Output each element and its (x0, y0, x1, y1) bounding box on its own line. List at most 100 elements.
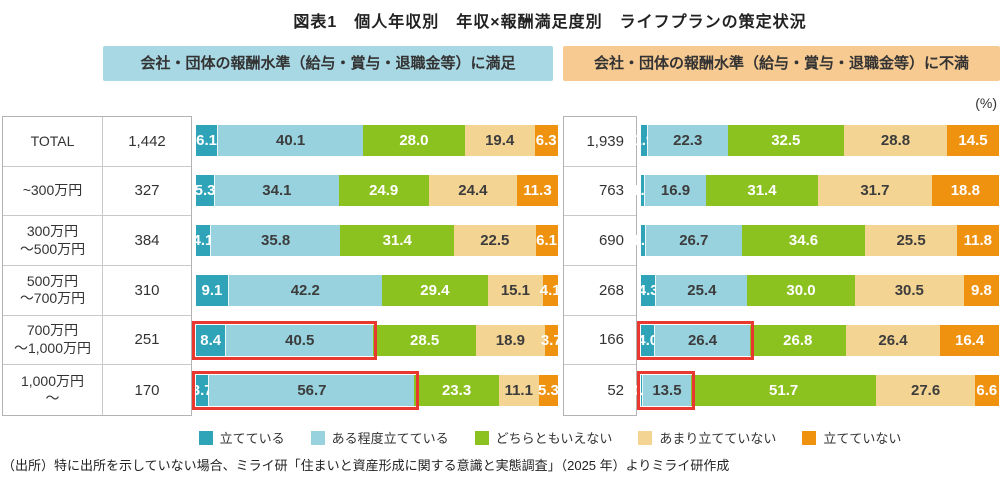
segment-value: 22.5 (480, 232, 510, 249)
legend-swatch (198, 430, 213, 445)
chart-satisfied: 6.1 40.1 28.0 19.4 6.3 5.3 34.1 24.9 24.4 11.3 4.1… (192, 116, 562, 416)
segment-value: 8.4 (200, 332, 222, 349)
bar-segment: 40.1 (218, 125, 364, 156)
segment-value: 18.9 (495, 332, 525, 349)
bar-row: 8.4 40.5 28.5 18.9 3.7 (192, 316, 562, 366)
bar-segment: 42.2 (228, 275, 382, 306)
table-row: 500万円 ～700万円 310 (3, 266, 191, 316)
bar-segment: 22.3 (647, 125, 728, 156)
segment-value: 4.1 (192, 232, 214, 249)
bar-segment: 26.4 (655, 325, 750, 356)
bar-row: 3.7 56.7 23.3 11.1 5.3 (192, 366, 559, 416)
income-category-label: 1,000万円～ (3, 365, 103, 415)
legend: 立てている ある程度立てている どちらともいえない あまり立てていない 立てていない (100, 428, 1000, 447)
segment-value: 35.8 (261, 232, 291, 249)
segment-value: 31.7 (860, 182, 890, 199)
bar-segment: 16.9 (645, 175, 706, 206)
bar-segment: 56.7 (209, 375, 415, 406)
bar-segment: 3.7 (192, 375, 213, 406)
sample-count-dissatisfied: 52 (607, 381, 624, 399)
bar-segment: 6.1 (196, 125, 219, 156)
stacked-bar: 6.1 40.1 28.0 19.4 6.3 (196, 125, 558, 156)
bar-segment: 14.5 (947, 125, 999, 156)
bar-segment: 34.6 (741, 225, 866, 256)
legend-swatch (310, 430, 325, 445)
bar-segment: 4.0 (637, 325, 658, 356)
segment-value: 4.1 (539, 282, 561, 299)
segment-value: 9.8 (971, 282, 992, 299)
legend-swatch (802, 430, 817, 445)
sample-count-dissatisfied: 1,939 (564, 117, 636, 167)
stacked-bar: 8.4 40.5 28.5 18.9 3.7 (192, 321, 562, 360)
bar-segment: 5.3 (195, 175, 216, 206)
segment-value: 23.3 (441, 382, 472, 399)
bar-segment: 24.4 (428, 175, 518, 206)
bar-segment: 11.8 (956, 225, 999, 256)
bar-segment: 11.3 (517, 175, 558, 206)
bar-segment: 4.1 (539, 275, 561, 306)
segment-value: 6.1 (196, 132, 217, 149)
header-satisfied: 会社・団体の報酬水準（給与・賞与・退職金等）に満足 (103, 46, 553, 81)
segment-value: 25.5 (896, 232, 926, 249)
bar-segment: 26.8 (749, 325, 846, 356)
income-category-label: TOTAL (3, 117, 103, 166)
sample-count-satisfied: 1,442 (128, 132, 166, 150)
segment-value: 40.5 (285, 332, 315, 349)
segment-value: 26.4 (687, 332, 718, 349)
legend-item: 立てている (198, 428, 285, 447)
sample-count-dissatisfied: 166 (564, 316, 636, 366)
sample-count-satisfied: 384 (134, 232, 160, 250)
bar-segment: 28.8 (843, 125, 948, 156)
segment-value: 32.5 (771, 132, 801, 149)
bar-segment: 27.6 (876, 375, 975, 406)
bar-segment: 18.8 (931, 175, 999, 206)
segment-value: 6.6 (976, 382, 998, 399)
segment-value: 14.5 (958, 132, 988, 149)
segment-value: 28.5 (409, 332, 440, 349)
segment-value: 30.0 (786, 282, 816, 299)
segment-value: 4.3 (637, 282, 659, 299)
segment-value: 9.1 (201, 282, 223, 299)
segment-value: 34.6 (788, 232, 819, 249)
segment-value: 26.4 (878, 332, 908, 349)
segment-value: 30.5 (894, 282, 924, 299)
table-row: TOTAL 1,442 (3, 117, 191, 167)
segment-value: 3.7 (540, 332, 562, 349)
segment-value: 18.8 (950, 182, 980, 199)
legend-swatch (474, 430, 489, 445)
bar-segment: 26.4 (845, 325, 941, 356)
bar-segment: 11.1 (498, 375, 539, 406)
bar-segment: 5.3 (537, 375, 559, 406)
sample-count-dissatisfied: 763 (564, 167, 636, 217)
segment-value: 25.4 (687, 282, 717, 299)
bar-row: 4.3 25.4 30.0 30.5 9.8 (637, 266, 999, 316)
bar-segment: 6.1 (535, 225, 558, 256)
stacked-bar: 4.3 25.4 30.0 30.5 9.8 (637, 275, 999, 306)
stacked-bar: 1.9 22.3 32.5 28.8 14.5 (633, 125, 999, 156)
sample-count-satisfied: 251 (134, 331, 160, 349)
bar-row: 6.1 40.1 28.0 19.4 6.3 (196, 116, 558, 166)
segment-value: 6.1 (536, 232, 557, 249)
income-category-label: 700万円 ～1,000万円 (3, 315, 103, 365)
bar-row: 5.3 34.1 24.9 24.4 11.3 (195, 166, 558, 216)
income-category-label: 500万円 ～700万円 (3, 266, 103, 315)
legend-item: ある程度立てている (310, 428, 449, 447)
segment-value: 5.3 (537, 382, 559, 399)
legend-swatch (638, 430, 653, 445)
stacked-bar: 1.2 16.9 31.4 31.7 18.8 (632, 175, 999, 206)
bar-segment: 24.9 (338, 175, 429, 206)
segment-value: 24.9 (369, 182, 399, 199)
bar-segment: 23.3 (414, 375, 499, 406)
bar-segment: 1.9 (633, 125, 654, 156)
source-note: （出所）特に出所を示していない場合、ミライ研「住まいと資産形成に関する意識と実態… (2, 458, 730, 473)
legend-label: ある程度立てている (331, 431, 449, 446)
bar-segment: 31.4 (705, 175, 819, 206)
header-dissatisfied: 会社・団体の報酬水準（給与・賞与・退職金等）に不満 (563, 46, 1000, 81)
segment-value: 26.7 (679, 232, 709, 249)
segment-value: 16.9 (660, 182, 691, 199)
bar-segment: 35.8 (210, 225, 341, 256)
segment-value: 11.1 (504, 382, 533, 399)
income-category-label: ~300万円 (3, 166, 103, 216)
bar-segment: 15.1 (488, 275, 543, 306)
segment-value: 56.7 (297, 382, 327, 399)
